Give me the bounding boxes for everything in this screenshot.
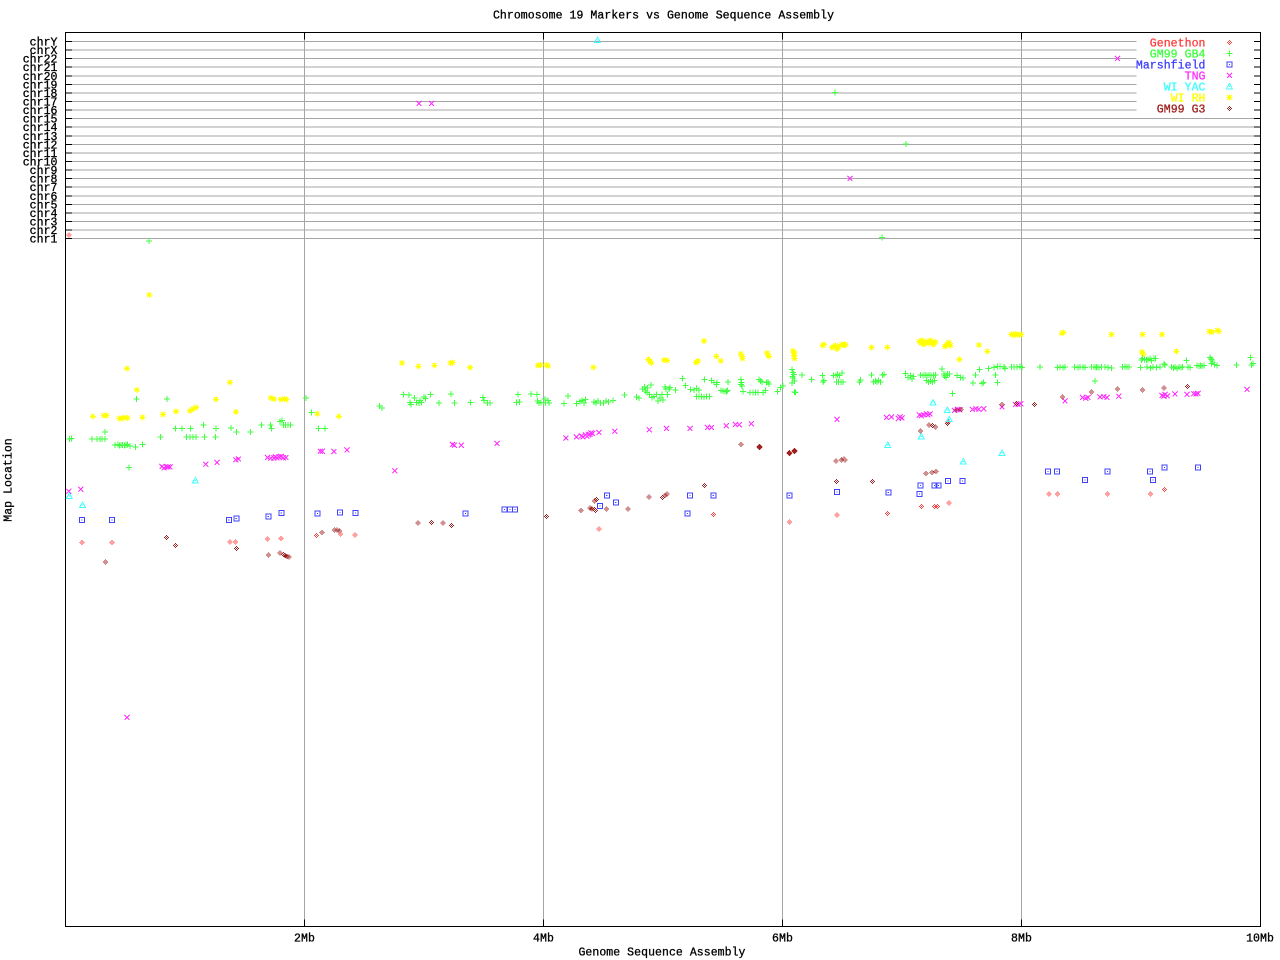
svg-text:GM99 G3: GM99 G3 (1157, 103, 1206, 116)
svg-text:chr13: chr13 (23, 131, 58, 144)
svg-text:8Mb: 8Mb (1011, 933, 1032, 946)
svg-text:chr20: chr20 (23, 71, 58, 84)
svg-text:Marshfield: Marshfield (1136, 59, 1206, 72)
svg-text:TNG: TNG (1185, 70, 1206, 83)
svg-text:chr19: chr19 (23, 79, 58, 92)
svg-text:Chromosome 19 Markers vs Genom: Chromosome 19 Markers vs Genome Sequence… (493, 10, 834, 23)
svg-text:10Mb: 10Mb (1246, 933, 1274, 946)
svg-text:chrY: chrY (30, 37, 58, 50)
svg-text:6Mb: 6Mb (772, 933, 793, 946)
svg-text:chr21: chr21 (23, 62, 58, 75)
svg-text:chr16: chr16 (23, 105, 58, 118)
svg-text:chr2: chr2 (30, 225, 58, 238)
svg-text:2Mb: 2Mb (294, 933, 315, 946)
svg-text:WI YAC: WI YAC (1164, 81, 1206, 94)
svg-text:chr8: chr8 (30, 174, 58, 187)
svg-text:chr1: chr1 (30, 234, 58, 247)
svg-text:GM99 GB4: GM99 GB4 (1150, 48, 1206, 61)
svg-text:chr7: chr7 (30, 182, 58, 195)
svg-text:chr6: chr6 (30, 191, 58, 204)
svg-text:WI RH: WI RH (1171, 92, 1206, 105)
svg-text:chr9: chr9 (30, 165, 58, 178)
svg-text:chr3: chr3 (30, 216, 58, 229)
svg-text:chr15: chr15 (23, 114, 58, 127)
svg-text:4Mb: 4Mb (533, 933, 554, 946)
svg-text:chr11: chr11 (23, 148, 58, 161)
svg-text:chr12: chr12 (23, 139, 58, 152)
svg-text:chr14: chr14 (23, 122, 58, 135)
svg-text:chr22: chr22 (23, 54, 58, 67)
svg-text:Map Location: Map Location (3, 438, 16, 522)
svg-text:Genethon: Genethon (1150, 38, 1206, 51)
svg-text:Genome Sequence Assembly: Genome Sequence Assembly (578, 947, 745, 960)
svg-text:chr17: chr17 (23, 96, 58, 109)
svg-text:chr18: chr18 (23, 88, 58, 101)
svg-text:chr10: chr10 (23, 156, 58, 169)
svg-text:chr4: chr4 (30, 208, 58, 221)
svg-text:chrX: chrX (30, 45, 58, 58)
svg-text:chr5: chr5 (30, 199, 58, 212)
